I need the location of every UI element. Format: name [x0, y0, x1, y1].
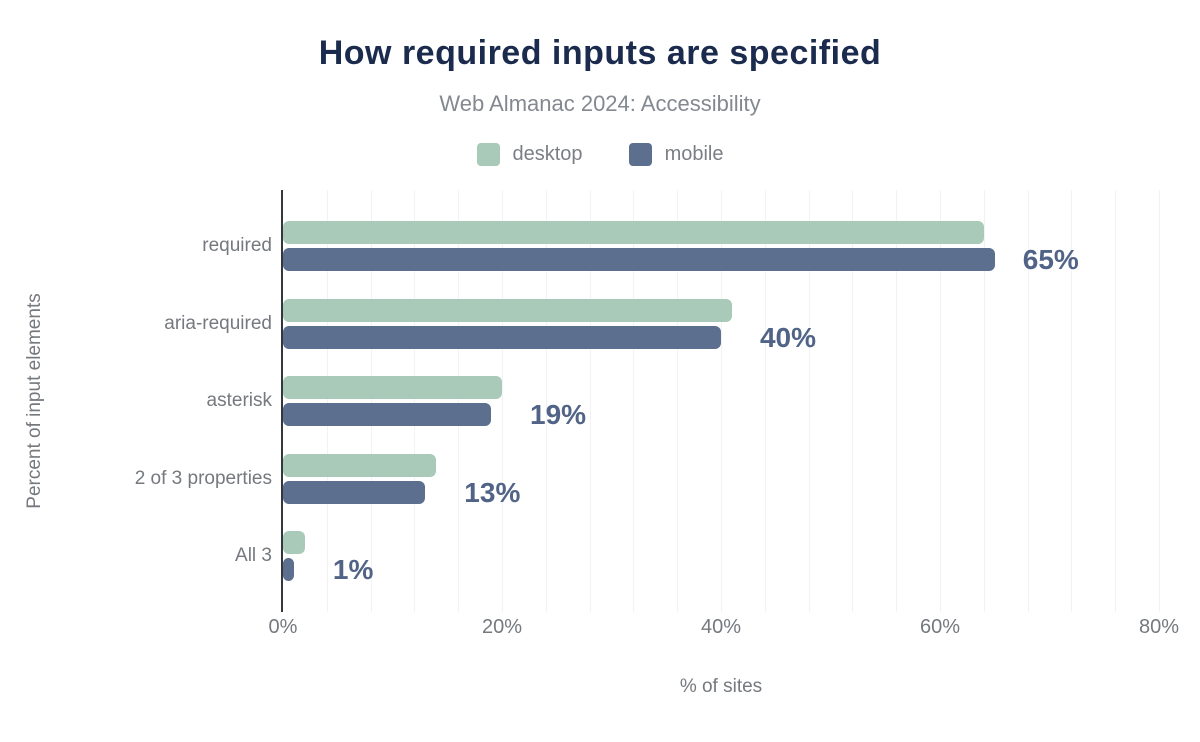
category-label-aria-required: aria-required: [164, 313, 272, 334]
plot-area: 65% 40% 19% 13% 1%: [281, 190, 1160, 612]
gridline: [764, 190, 766, 612]
gridline: [326, 190, 328, 612]
bar-mobile-required: [283, 248, 995, 271]
bar-group-required: [283, 221, 1159, 275]
legend-item-mobile: mobile: [628, 143, 724, 166]
data-label-aria-required: 40%: [759, 322, 816, 353]
gridline: [458, 190, 460, 612]
gridline: [1027, 190, 1029, 612]
gridline: [589, 190, 591, 612]
legend-swatch-mobile-icon: [628, 143, 652, 166]
bar-desktop-all-3: [283, 531, 305, 554]
bar-group-asterisk: [283, 376, 1159, 430]
chart-subtitle: Web Almanac 2024: Accessibility: [439, 91, 761, 116]
gridline: [1159, 190, 1160, 612]
bar-desktop-asterisk: [283, 376, 502, 399]
legend-label-mobile: mobile: [664, 143, 724, 165]
chart-title: How required inputs are specified: [318, 34, 882, 72]
gridline: [896, 190, 898, 612]
x-tick-label-40: 40%: [700, 616, 742, 638]
gridline: [852, 190, 854, 612]
category-axis: required aria-required asterisk 2 of 3 prop…: [0, 190, 272, 612]
category-label-asterisk: asterisk: [206, 390, 272, 411]
gridline: [414, 190, 416, 612]
legend: desktop mobile: [0, 143, 1200, 166]
x-tick-label-80: 80%: [1138, 616, 1180, 638]
data-label-asterisk: 19%: [530, 399, 587, 430]
bar-mobile-asterisk: [283, 403, 492, 426]
gridline: [677, 190, 679, 612]
x-axis-title: % of sites: [679, 676, 763, 697]
gridline: [983, 190, 985, 612]
bar-desktop-2-of-3-properties: [283, 454, 437, 477]
data-label-2-of-3-properties: 13%: [464, 477, 521, 508]
bar-group-all-3: [283, 531, 1159, 585]
gridline: [502, 190, 503, 612]
bar-desktop-aria-required: [283, 299, 732, 322]
gridline: [1115, 190, 1117, 612]
bar-group-aria-required: [283, 299, 1159, 353]
x-tick-label-0: 0%: [268, 616, 298, 638]
gridline: [1071, 190, 1073, 612]
gridline: [370, 190, 372, 612]
data-label-required: 65%: [1022, 244, 1079, 275]
legend-label-desktop: desktop: [512, 143, 583, 165]
category-label-all-3: All 3: [235, 545, 272, 566]
gridline: [545, 190, 547, 612]
bar-mobile-2-of-3-properties: [283, 481, 426, 504]
gridline: [721, 190, 722, 612]
bar-desktop-required: [283, 221, 984, 244]
legend-item-desktop: desktop: [476, 143, 583, 166]
data-label-all-3: 1%: [332, 554, 374, 585]
bar-mobile-aria-required: [283, 326, 721, 349]
legend-swatch-desktop-icon: [476, 143, 500, 166]
x-tick-label-20: 20%: [481, 616, 523, 638]
gridline: [808, 190, 810, 612]
x-tick-label-60: 60%: [919, 616, 961, 638]
category-label-required: required: [202, 235, 272, 256]
y-axis-line: [281, 190, 283, 612]
gridline: [633, 190, 635, 612]
bar-group-2-of-3-properties: [283, 454, 1159, 508]
x-axis-ticks: 0% 20% 40% 60% 80%: [269, 616, 1179, 642]
gridline: [940, 190, 941, 612]
category-label-2-of-3-properties: 2 of 3 properties: [134, 468, 272, 489]
bar-mobile-all-3: [283, 558, 294, 581]
